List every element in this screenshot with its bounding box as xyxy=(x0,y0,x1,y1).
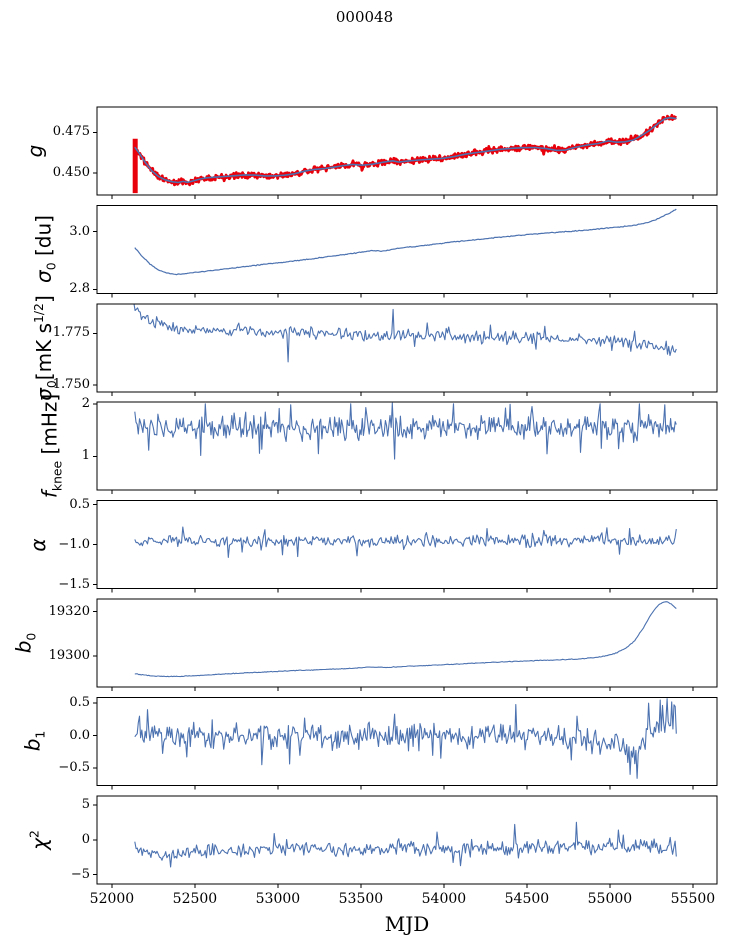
y-axis-label-part: 2 xyxy=(26,829,42,838)
subplot-fknee xyxy=(93,401,718,495)
y-axis-label-part: 0 xyxy=(43,262,59,271)
y-tick-label-g: 0.450 xyxy=(52,164,90,180)
subplot-sigma0-du xyxy=(93,204,718,298)
x-tick-label: 55000 xyxy=(587,890,633,907)
y-tick-label-b1: 0.5 xyxy=(69,695,90,711)
y-tick-label-chi2: 0 xyxy=(81,831,90,847)
y-axis-label-part: 1/2 xyxy=(31,302,47,323)
subplot-g xyxy=(93,106,718,199)
figure-title: 000048 xyxy=(335,8,394,26)
alpha-line xyxy=(134,526,677,558)
x-tick-label: 54500 xyxy=(504,890,550,907)
axes-frame-sigma0-du xyxy=(96,204,718,294)
axes-frame-g xyxy=(96,106,718,196)
subplot-b1 xyxy=(93,696,718,790)
y-axis-label-alpha: α xyxy=(26,538,50,551)
subplot-chi2 xyxy=(93,795,718,888)
y-tick-label-alpha: 0.5 xyxy=(69,496,90,512)
y-axis-label-part: 0 xyxy=(23,632,39,641)
y-tick-label-sigma0-du: 3.0 xyxy=(69,223,90,239)
axes-frame-b0 xyxy=(96,598,718,688)
axes-frame-b1 xyxy=(96,696,718,786)
fknee-line xyxy=(134,402,677,460)
axes-frame-sigma0-mks xyxy=(96,303,718,393)
y-axis-label-part: σ xyxy=(31,270,56,284)
b0-line xyxy=(134,601,677,678)
x-tick-label: 55500 xyxy=(670,890,716,907)
y-axis-label-part: [mK s xyxy=(31,322,56,380)
g-data-red xyxy=(133,113,678,187)
y-tick-label-chi2: −5 xyxy=(70,866,90,882)
y-tick-label-g: 0.475 xyxy=(52,124,90,140)
y-axis-label-part: χ xyxy=(27,837,52,850)
x-axis-label: MJD xyxy=(384,912,430,936)
x-tick-label: 52500 xyxy=(172,890,218,907)
y-tick-label-alpha: −1.5 xyxy=(58,576,90,592)
chi2-line xyxy=(134,821,677,868)
y-axis-label-b0: b0 xyxy=(12,633,39,654)
subplot-sigma0-mks xyxy=(93,303,718,396)
x-tick-label: 52000 xyxy=(89,890,135,907)
axes-frame-fknee xyxy=(96,401,718,491)
y-axis-label-part: knee xyxy=(49,461,65,492)
y-axis-label-b1: b1 xyxy=(21,731,48,752)
y-axis-label-part: 0 xyxy=(43,379,59,388)
b1-line xyxy=(134,698,677,779)
y-axis-label-fknee: fknee [mHz] xyxy=(38,394,65,498)
x-tick-label: 53000 xyxy=(255,890,301,907)
y-tick-label-sigma0-du: 2.8 xyxy=(69,281,90,297)
subplot-b0 xyxy=(93,598,718,691)
y-axis-label-g: g xyxy=(23,145,47,158)
y-axis-label-chi2: χ2 xyxy=(27,830,52,850)
y-axis-label-part: α xyxy=(26,538,50,552)
y-axis-label-sigma0-mks: σ0[mK s1/2] xyxy=(31,295,59,401)
y-tick-label-fknee: 2 xyxy=(81,395,90,411)
subplot-alpha xyxy=(93,500,718,593)
y-tick-label-sigma0-mks: 1.775 xyxy=(52,325,90,341)
axes-frame-alpha xyxy=(96,500,718,590)
y-axis-label-sigma0-du: σ0 [du] xyxy=(32,215,59,283)
x-tick-label: 54000 xyxy=(421,890,467,907)
g-fit-blue xyxy=(134,116,677,184)
y-axis-label-part: ] xyxy=(31,295,56,303)
y-axis-label-part: g xyxy=(23,144,47,158)
y-axis-label-part: 1 xyxy=(32,731,48,739)
y-axis-label-part: b xyxy=(20,738,45,752)
y-tick-label-b1: 0.0 xyxy=(69,727,90,743)
y-axis-label-part: [du] xyxy=(31,215,56,263)
y-tick-label-sigma0-mks: 1.750 xyxy=(52,377,90,393)
y-tick-label-b0: 19300 xyxy=(48,648,90,664)
sigma0du-line xyxy=(134,208,677,276)
y-axis-label-part: [mHz] xyxy=(37,394,62,462)
y-tick-label-b1: −0.5 xyxy=(58,759,90,775)
y-axis-label-part: b xyxy=(11,640,36,654)
sigma0mks-line xyxy=(133,303,677,363)
y-tick-label-fknee: 1 xyxy=(81,448,90,464)
y-tick-label-chi2: 5 xyxy=(81,796,90,812)
y-tick-label-b0: 19320 xyxy=(48,603,90,619)
x-tick-label: 53500 xyxy=(338,890,384,907)
y-tick-label-alpha: −1.0 xyxy=(58,536,90,552)
